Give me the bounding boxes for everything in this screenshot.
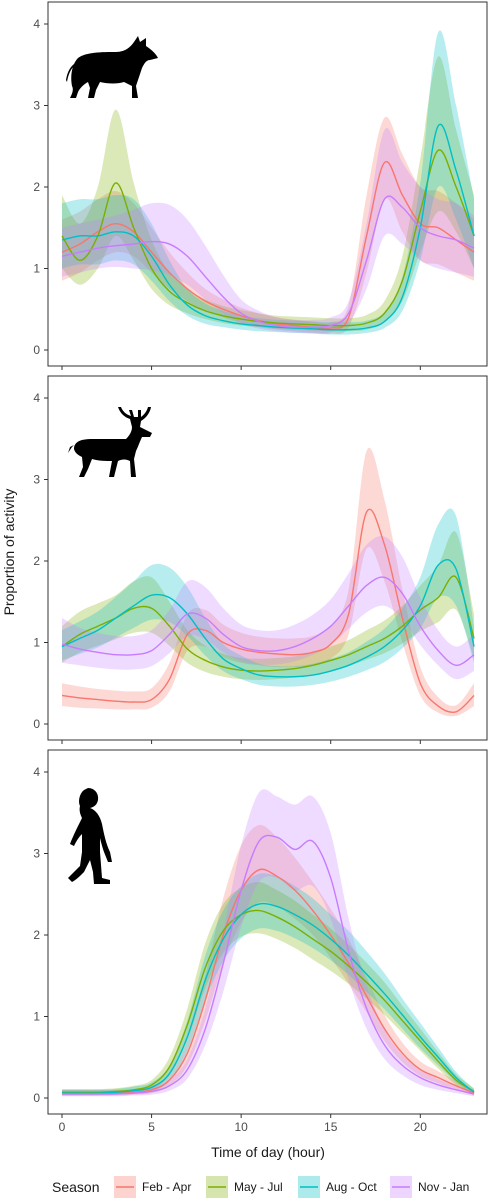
ribbon-nov-jan bbox=[62, 128, 475, 334]
legend-label: May - Jul bbox=[234, 1180, 283, 1194]
y-tick-label: 1 bbox=[33, 262, 40, 276]
y-tick-label: 3 bbox=[33, 99, 40, 113]
legend: Season Feb - Apr May - Jul Aug - Oct Nov - … bbox=[52, 1176, 469, 1198]
series-line bbox=[62, 909, 475, 1094]
y-tick-label: 2 bbox=[33, 554, 40, 568]
y-tick-label: 2 bbox=[33, 180, 40, 194]
x-tick-label: 20 bbox=[414, 1120, 428, 1134]
legend-item: Aug - Oct bbox=[298, 1176, 377, 1198]
ribbon-nov-jan bbox=[62, 536, 475, 680]
legend-item: May - Jul bbox=[206, 1176, 283, 1198]
human-icon bbox=[68, 788, 112, 884]
series-line bbox=[61, 149, 475, 327]
y-tick-label: 3 bbox=[33, 473, 40, 487]
y-tick-label: 4 bbox=[33, 765, 40, 779]
legend-label: Feb - Apr bbox=[142, 1180, 191, 1194]
ribbon-aug-oct bbox=[62, 873, 475, 1096]
ribbon-feb-apr bbox=[62, 116, 475, 335]
panel-border bbox=[47, 749, 488, 1115]
series-line bbox=[62, 834, 475, 1095]
ribbon-feb-apr bbox=[62, 824, 475, 1096]
chart-panels: 0 1 2 3 4 0 1 2 3 4 0 1 2 3 4 0 5 10 15 20 bbox=[33, 1, 488, 1134]
ribbon-may-jul bbox=[62, 881, 475, 1095]
panel-border bbox=[47, 375, 488, 741]
panel-2: 0 1 2 3 4 bbox=[33, 375, 488, 744]
panel-border bbox=[47, 1, 488, 367]
y-axis-title: Proportion of activity bbox=[1, 489, 17, 616]
ribbon-aug-oct bbox=[62, 508, 475, 687]
y-tick-label: 0 bbox=[33, 343, 40, 357]
y-tick-label: 0 bbox=[33, 717, 40, 731]
y-tick-label: 1 bbox=[33, 636, 40, 650]
x-tick-label: 0 bbox=[59, 1120, 66, 1134]
x-axis-title: Time of day (hour) bbox=[211, 1144, 325, 1160]
legend-label: Nov - Jan bbox=[418, 1180, 469, 1194]
x-tick-label: 5 bbox=[148, 1120, 155, 1134]
legend-label: Aug - Oct bbox=[326, 1180, 377, 1194]
x-tick-label: 15 bbox=[324, 1120, 338, 1134]
panel-3: 0 1 2 3 4 0 5 10 15 20 bbox=[33, 749, 488, 1134]
legend-item: Feb - Apr bbox=[114, 1176, 191, 1198]
ribbon-may-jul bbox=[62, 531, 475, 680]
series-line bbox=[61, 123, 475, 331]
y-tick-label: 1 bbox=[33, 1010, 40, 1024]
y-tick-label: 4 bbox=[33, 17, 40, 31]
series-line bbox=[61, 575, 475, 672]
wolf-icon bbox=[66, 36, 158, 98]
deer-icon bbox=[68, 407, 152, 477]
legend-item: Nov - Jan bbox=[390, 1176, 469, 1198]
legend-title: Season bbox=[52, 1179, 99, 1195]
y-tick-label: 0 bbox=[33, 1091, 40, 1105]
series-line bbox=[61, 559, 475, 678]
y-tick-label: 2 bbox=[33, 928, 40, 942]
series-line bbox=[62, 868, 475, 1094]
series-line bbox=[62, 902, 475, 1094]
y-tick-label: 3 bbox=[33, 847, 40, 861]
ribbon-aug-oct bbox=[62, 30, 475, 335]
series-line bbox=[61, 576, 475, 667]
ribbon-feb-apr bbox=[62, 447, 475, 717]
y-tick-label: 4 bbox=[33, 391, 40, 405]
x-tick-label: 10 bbox=[234, 1120, 248, 1134]
ribbon-may-jul bbox=[62, 56, 475, 332]
series-line bbox=[61, 195, 475, 329]
panel-1: 0 1 2 3 4 bbox=[33, 1, 488, 370]
